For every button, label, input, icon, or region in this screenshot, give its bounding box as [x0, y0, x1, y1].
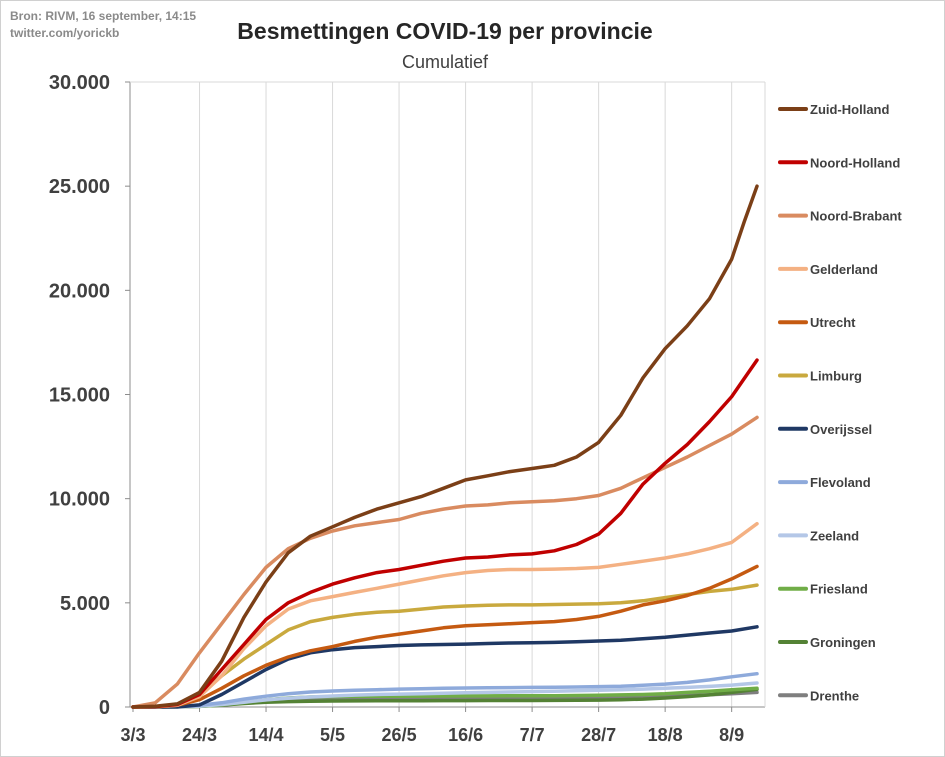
series-line-noord-holland	[131, 358, 759, 709]
chart-title: Besmettingen COVID-19 per provincie	[237, 18, 653, 44]
legend-label: Overijssel	[810, 422, 872, 437]
x-tick-label: 18/8	[648, 725, 683, 745]
legend-label: Flevoland	[810, 475, 871, 490]
x-tick-label: 8/9	[719, 725, 744, 745]
y-tick-label: 5.000	[60, 593, 110, 615]
series-line-zeeland	[131, 681, 759, 709]
y-tick-label: 30.000	[49, 72, 110, 94]
x-tick-label: 16/6	[448, 725, 483, 745]
legend-label: Zeeland	[810, 528, 859, 543]
series-line-zuid-holland	[131, 184, 759, 709]
x-tick-label: 7/7	[520, 725, 545, 745]
source-line: Bron: RIVM, 16 september, 14:15	[10, 9, 197, 23]
legend-label: Noord-Holland	[810, 155, 900, 170]
series-line-noord-brabant	[131, 415, 759, 709]
y-tick-label: 10.000	[49, 489, 110, 511]
y-tick-label: 15.000	[49, 385, 110, 407]
x-tick-label: 24/3	[182, 725, 217, 745]
legend-label: Drenthe	[810, 688, 859, 703]
x-tick-label: 3/3	[120, 725, 145, 745]
series-line-utrecht	[131, 564, 759, 709]
legend-label: Zuid-Holland	[810, 102, 889, 117]
legend-label: Utrecht	[810, 315, 856, 330]
legend-label: Limburg	[810, 369, 862, 384]
y-tick-label: 25.000	[49, 176, 110, 198]
series-line-overijssel	[131, 625, 759, 709]
series-line-limburg	[131, 583, 759, 709]
series-line-gelderland	[131, 521, 759, 709]
x-tick-label: 5/5	[320, 725, 345, 745]
x-tick-label: 28/7	[581, 725, 616, 745]
y-tick-label: 0	[99, 697, 110, 719]
series-line-flevoland	[131, 671, 759, 709]
legend-label: Noord-Brabant	[810, 209, 902, 224]
x-tick-label: 26/5	[382, 725, 417, 745]
source-handle: twitter.com/yorickb	[10, 26, 120, 40]
x-tick-label: 14/4	[249, 725, 284, 745]
legend-label: Friesland	[810, 582, 868, 597]
source-note: Bron: RIVM, 16 september, 14:15 twitter.…	[10, 8, 196, 42]
legend-label: Gelderland	[810, 262, 878, 277]
y-tick-label: 20.000	[49, 280, 110, 302]
chart-subtitle: Cumulatief	[401, 52, 489, 72]
legend-label: Groningen	[810, 635, 876, 650]
plot-area	[130, 82, 765, 707]
